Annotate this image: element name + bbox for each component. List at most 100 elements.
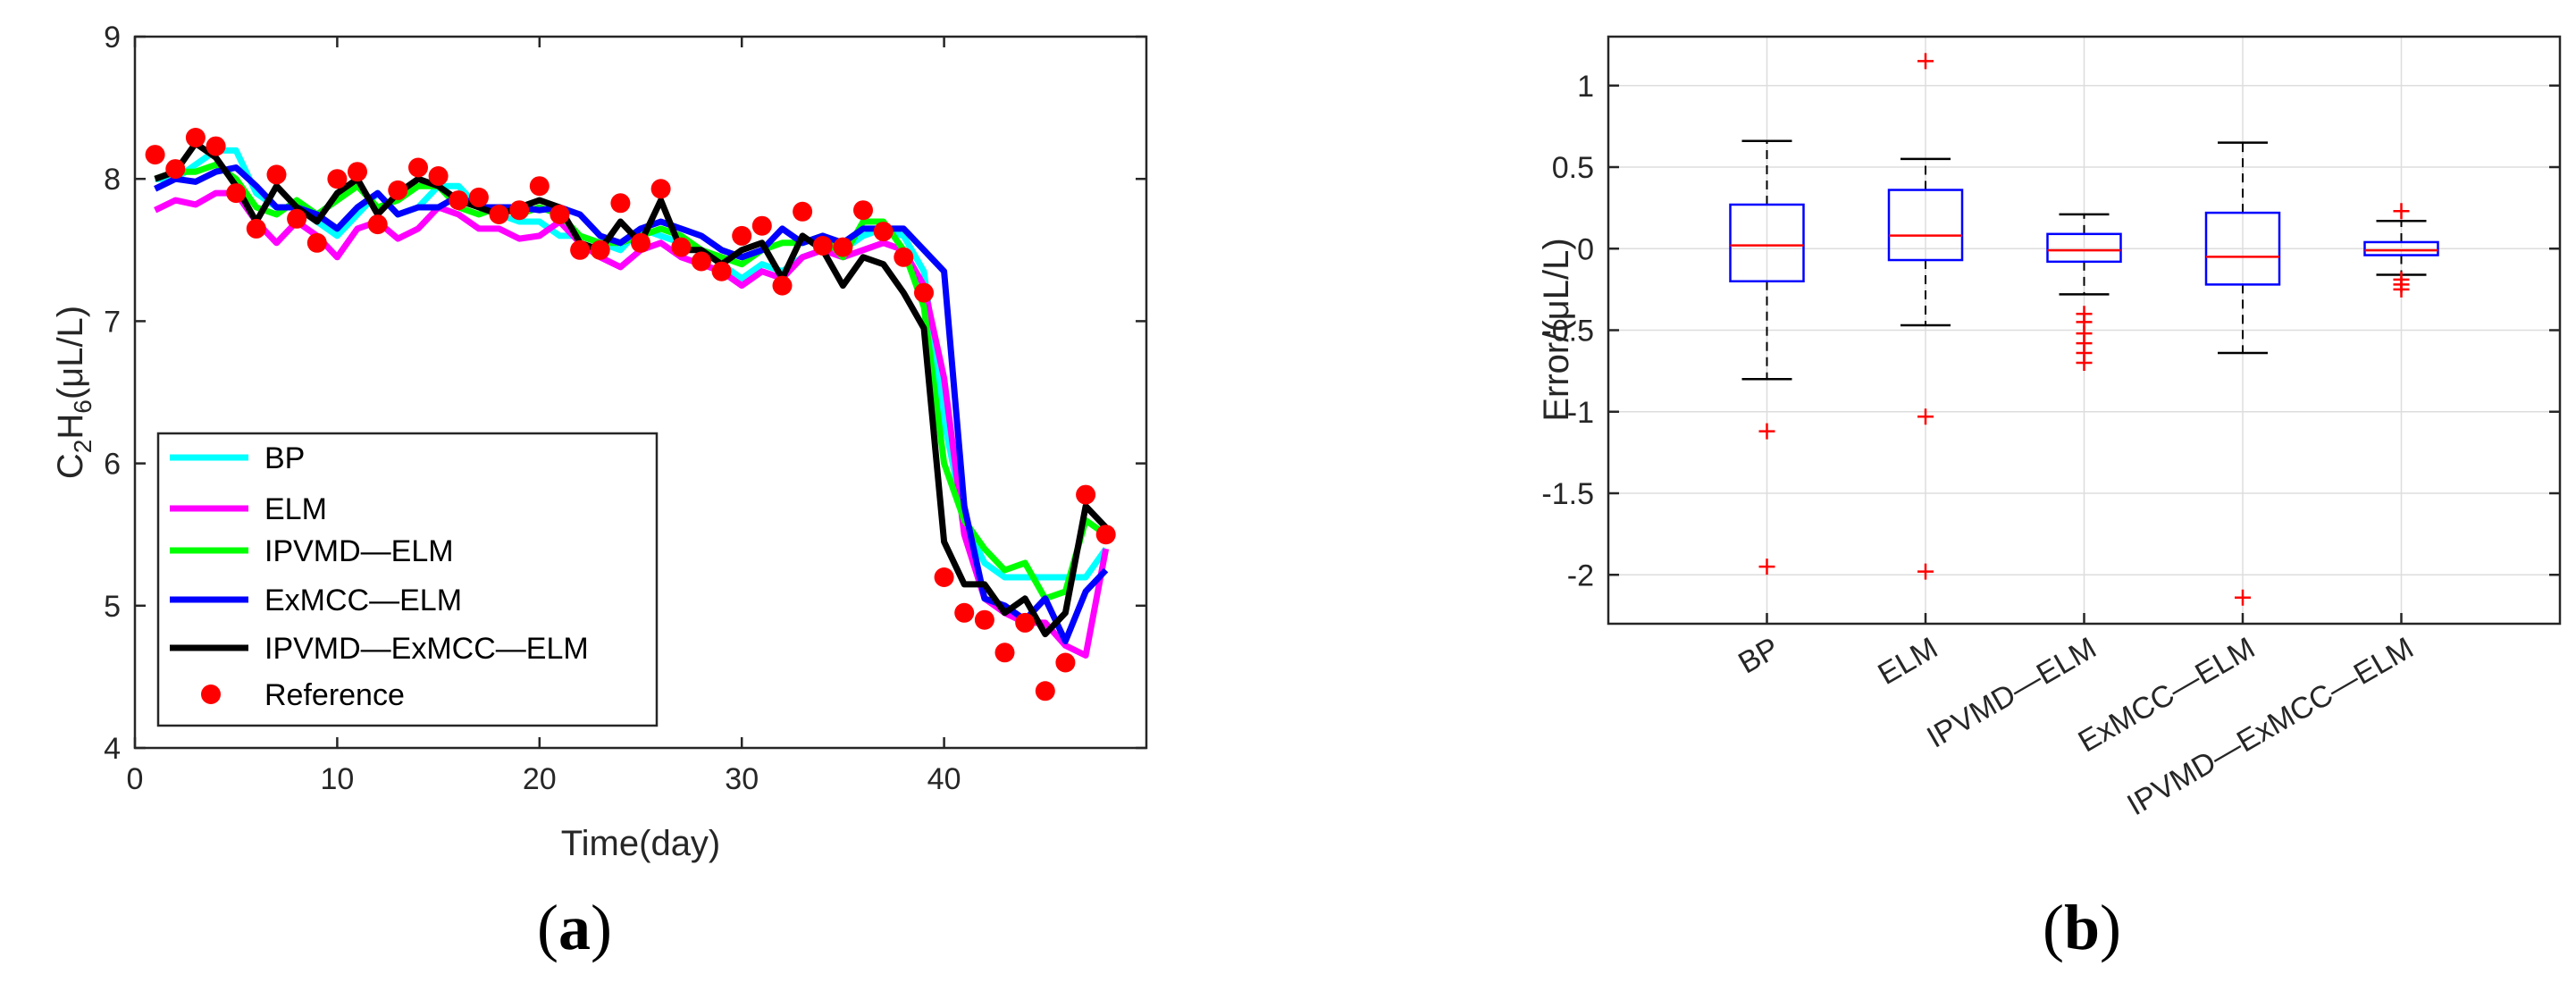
reference-point xyxy=(206,136,226,156)
legend-label-ipvmd-elm: IPVMD—ELM xyxy=(264,534,454,568)
legend-label-bp: BP xyxy=(264,441,305,475)
x-tick-label: 20 xyxy=(523,762,557,796)
reference-point xyxy=(934,567,954,587)
legend-label-elm: ELM xyxy=(264,492,327,526)
reference-point xyxy=(671,237,692,257)
x-axis-label: Time(day) xyxy=(561,824,721,863)
y-tick-label: 9 xyxy=(104,21,121,55)
reference-point xyxy=(1035,681,1055,701)
y-tick-label: 4 xyxy=(104,732,121,766)
boxplot-x-tick-label: IPVMD—ExMCC—ELM xyxy=(2121,631,2419,822)
reference-point xyxy=(287,208,307,229)
boxplot-x-tick-label: BP xyxy=(1733,631,1784,681)
boxplot-x-tick-label: IPVMD—ELM xyxy=(1921,631,2102,755)
boxplot-boxes-group xyxy=(1729,53,2439,606)
reference-point xyxy=(1015,612,1036,633)
panel-label-b: (b) xyxy=(2043,892,2121,963)
boxplot-y-tick-label: -1 xyxy=(1567,396,1594,430)
reference-point xyxy=(954,602,975,623)
x-tick-label: 40 xyxy=(927,762,961,796)
boxplot-y-tick-label: -2 xyxy=(1567,558,1594,592)
reference-point xyxy=(246,218,266,239)
box-exmcc-elm xyxy=(2204,141,2281,606)
panel-a-letter: a xyxy=(558,892,591,963)
reference-point xyxy=(509,200,530,221)
y-axis-label: C2H6(μL/L) xyxy=(51,306,96,479)
legend-label-exmcc-elm: ExMCC—ELM xyxy=(264,584,462,617)
outlier-marker xyxy=(1758,423,1775,440)
reference-point xyxy=(529,176,550,197)
x-tick-label: 30 xyxy=(725,762,759,796)
reference-point xyxy=(550,205,570,224)
boxplot-y-tick-label: 1 xyxy=(1577,70,1594,104)
y-tick-label: 8 xyxy=(104,163,121,197)
reference-point xyxy=(408,157,428,178)
boxplot-y-tick-label: 0 xyxy=(1577,232,1594,266)
reference-point xyxy=(327,169,348,189)
reference-point xyxy=(873,222,894,242)
reference-point xyxy=(812,236,833,256)
outlier-marker xyxy=(2235,589,2251,606)
reference-point xyxy=(853,200,873,221)
reference-point xyxy=(1076,484,1096,505)
reference-point xyxy=(367,214,388,235)
legend-box xyxy=(156,432,659,727)
y-label-c: C xyxy=(51,453,90,479)
outlier-marker xyxy=(2393,281,2410,298)
y-tick-label: 7 xyxy=(104,305,121,339)
legend-label-ipvmd-exmcc-elm: IPVMD—ExMCC—ELM xyxy=(264,632,589,666)
line-chart-legend: BP ELM IPVMD—ELM ExMCC—ELM IPVMD—ExMCC—E… xyxy=(156,432,659,727)
y-label-sub-6: 6 xyxy=(69,399,96,414)
boxplot-y-tick-label: -1.5 xyxy=(1541,477,1594,511)
box-bp xyxy=(1729,139,1805,575)
reference-point xyxy=(388,180,408,200)
box-ipvmd-elm xyxy=(2046,213,2122,371)
reference-point xyxy=(266,164,287,185)
box-ipvmd-exmcc-elm xyxy=(2363,203,2439,298)
reference-point xyxy=(185,128,206,147)
reference-point xyxy=(570,239,591,260)
reference-point xyxy=(732,225,752,246)
reference-points-group xyxy=(145,128,1116,701)
reference-point xyxy=(226,183,247,204)
y-label-unit: (μL/L) xyxy=(51,306,90,399)
reference-point xyxy=(793,201,813,222)
outlier-marker xyxy=(1758,558,1775,575)
outlier-marker xyxy=(2076,355,2093,371)
box-elm xyxy=(1887,53,1964,580)
box-iqr xyxy=(1729,203,1805,283)
reference-point xyxy=(165,159,186,180)
series-line-ipvmd-exmcc-elm xyxy=(154,139,1109,638)
boxplot-y-tick-label: 0.5 xyxy=(1552,151,1594,185)
reference-point xyxy=(772,275,793,296)
outlier-marker xyxy=(1917,53,1934,70)
boxplot-x-tick-label: ELM xyxy=(1872,631,1943,692)
line-chart-series-group xyxy=(154,139,1110,659)
reference-point xyxy=(1055,652,1076,673)
panel-b-letter: b xyxy=(2064,892,2100,963)
reference-point xyxy=(1095,525,1116,545)
reference-point xyxy=(751,215,772,236)
legend-marker-reference xyxy=(201,684,221,704)
reference-point xyxy=(833,237,853,257)
x-tick-label: 10 xyxy=(320,762,354,796)
reference-point xyxy=(145,145,165,165)
reference-point xyxy=(994,642,1015,663)
reference-point xyxy=(468,187,489,207)
y-tick-label: 5 xyxy=(104,590,121,624)
outlier-marker xyxy=(1917,408,1934,425)
series-line-elm xyxy=(154,189,1110,659)
box-iqr xyxy=(2204,211,2281,286)
reference-point xyxy=(348,162,367,182)
reference-point xyxy=(914,282,934,303)
reference-point xyxy=(610,193,631,214)
reference-point xyxy=(691,251,711,272)
reference-point xyxy=(489,205,509,224)
line-chart-panel-a: 0 10 20 30 40 4 5 6 7 8 9 Time(day) C2H6(μL/L) BP … xyxy=(51,21,1148,963)
boxplot-y-tick-label: -0.5 xyxy=(1541,315,1594,349)
box-iqr xyxy=(2046,232,2122,264)
reference-point xyxy=(650,179,671,199)
x-tick-label: 0 xyxy=(127,762,144,796)
reference-point xyxy=(428,166,449,186)
